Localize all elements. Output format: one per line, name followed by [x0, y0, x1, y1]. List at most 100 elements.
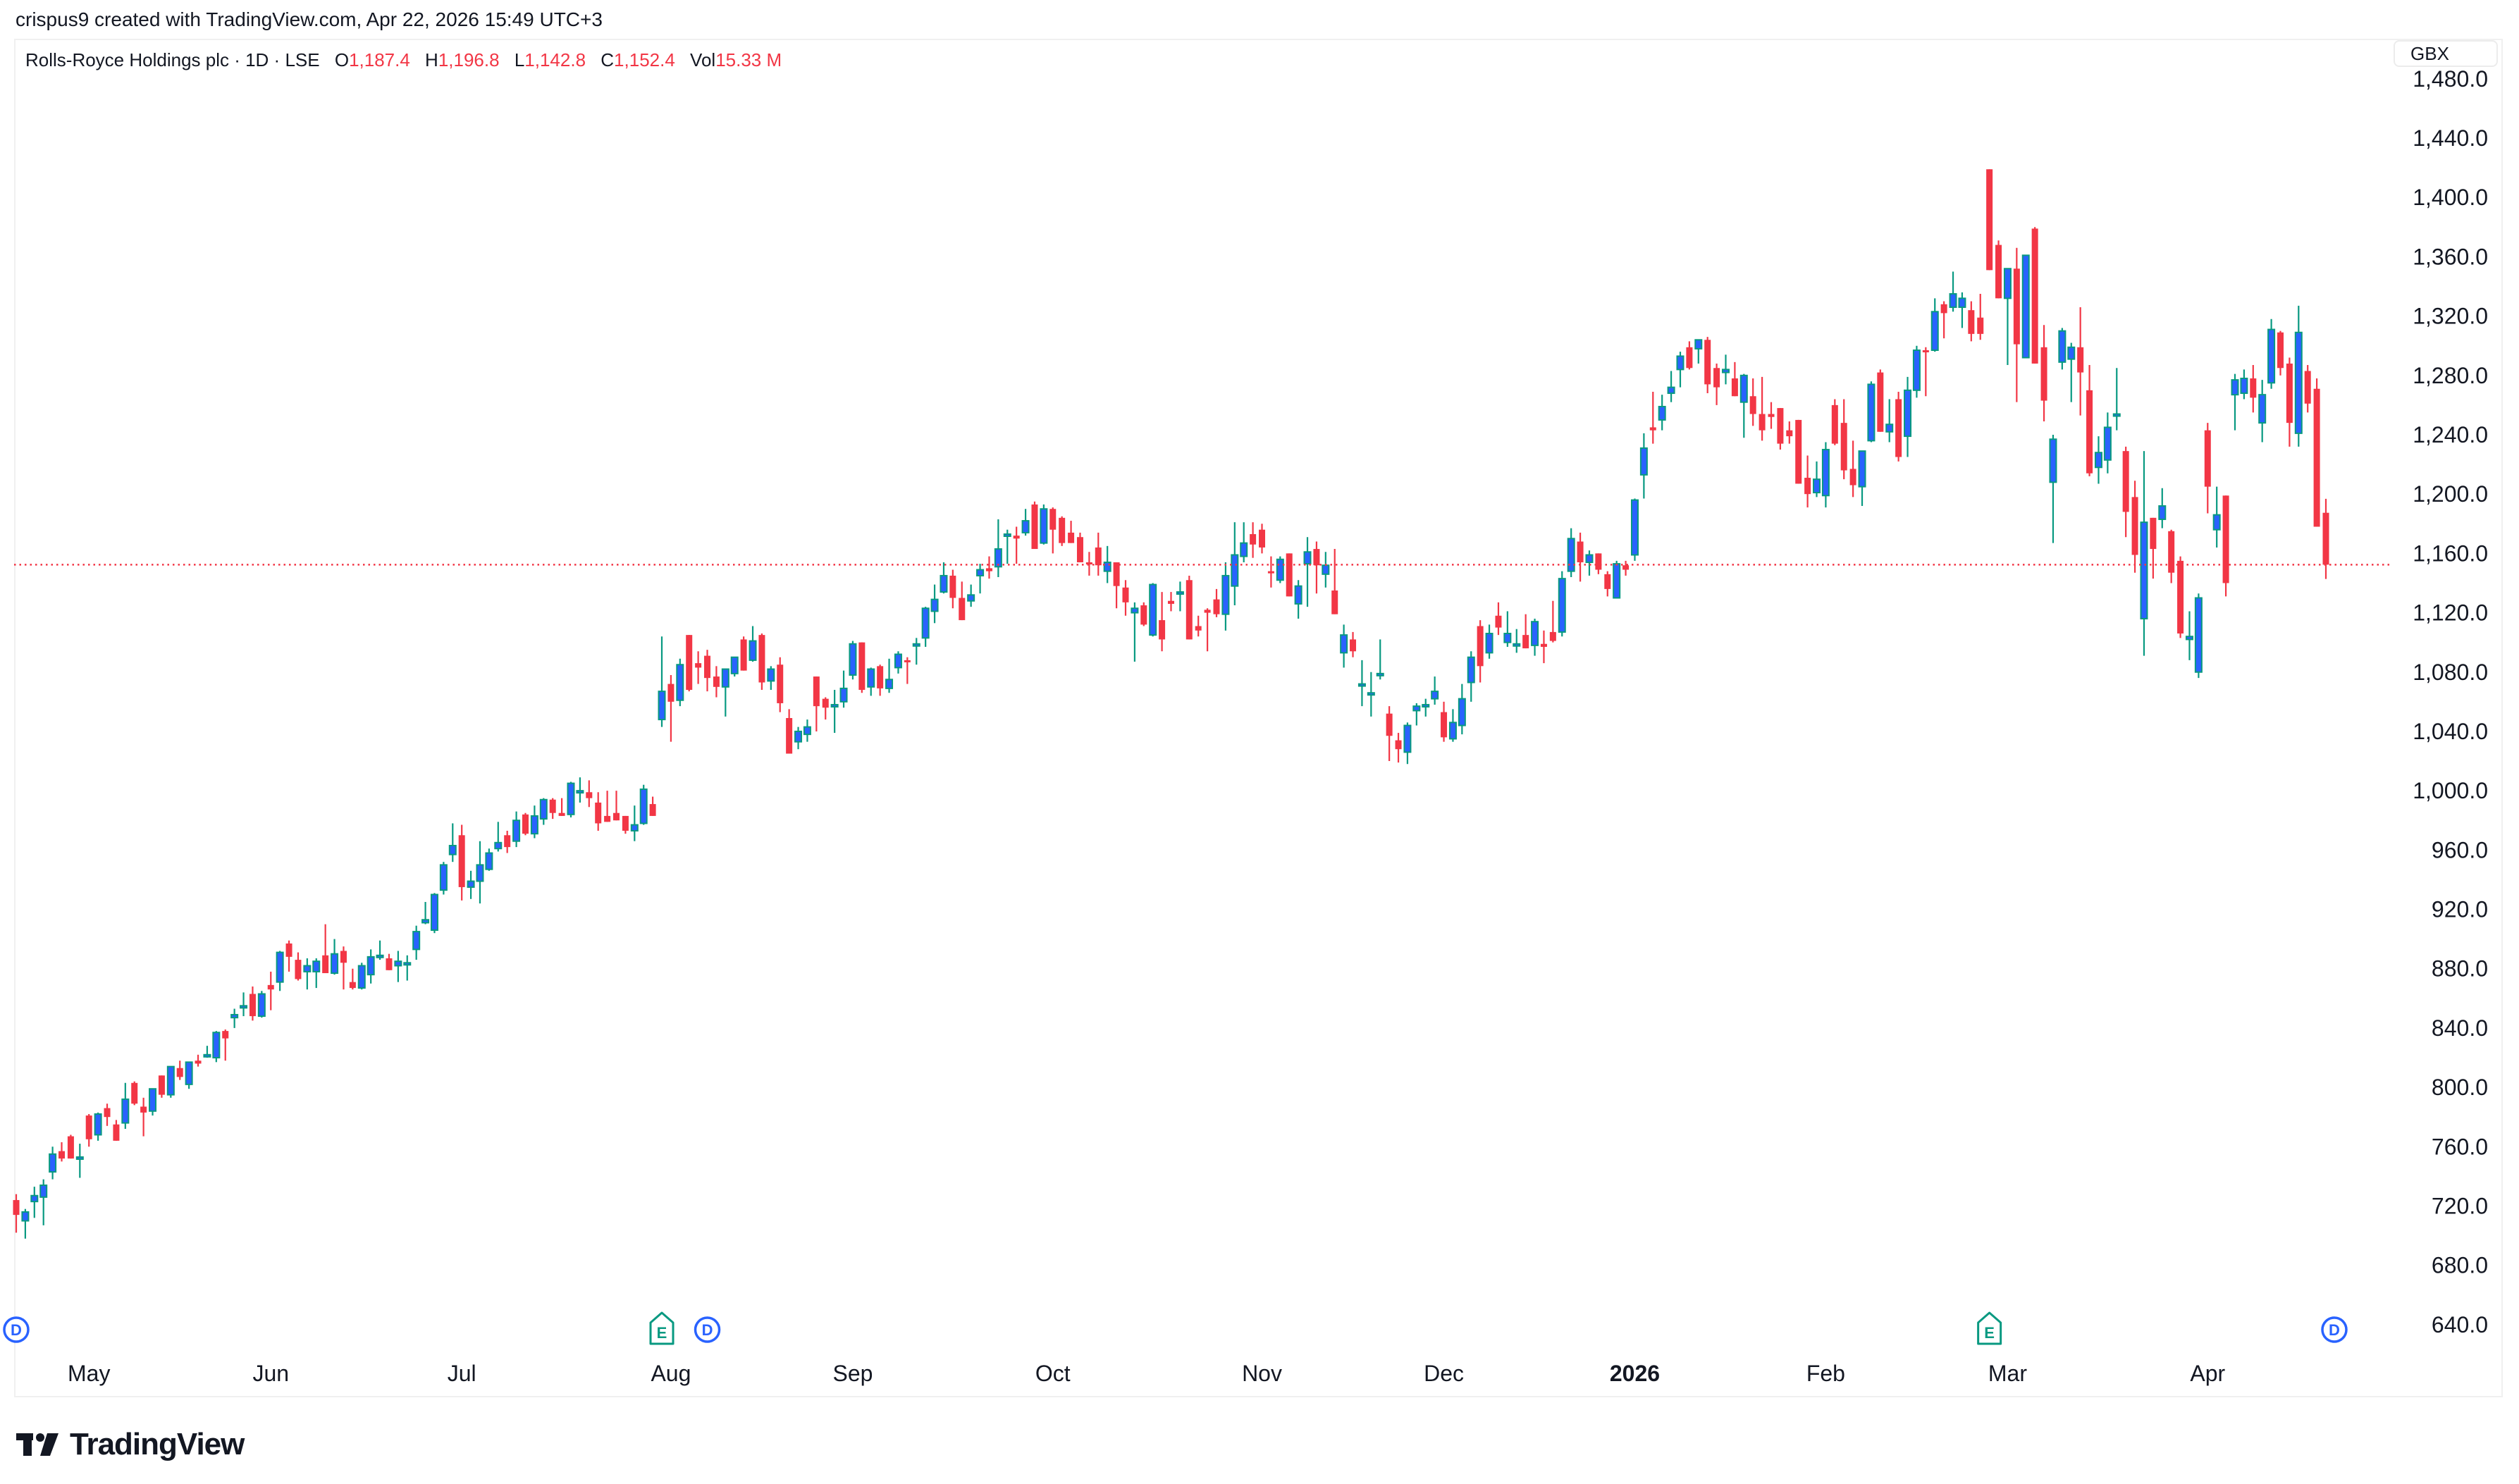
candle-down[interactable]	[1076, 532, 1083, 562]
candle-up[interactable]	[1103, 545, 1111, 583]
candle-up[interactable]	[1322, 552, 1330, 588]
candle-up[interactable]	[1303, 537, 1312, 607]
symbol-title[interactable]: Rolls-Royce Holdings plc · 1D · LSE	[25, 49, 320, 70]
candle-down[interactable]	[1877, 369, 1884, 432]
candle-up[interactable]	[1676, 352, 1685, 388]
candle-down[interactable]	[522, 812, 529, 836]
candle-down[interactable]	[740, 636, 747, 671]
candle-up[interactable]	[2094, 436, 2102, 484]
candle-up[interactable]	[676, 658, 684, 707]
candle-down[interactable]	[1522, 614, 1529, 649]
candle-up[interactable]	[1904, 376, 1912, 457]
candle-up[interactable]	[312, 958, 321, 989]
candle-down[interactable]	[1122, 580, 1129, 616]
candle-up[interactable]	[967, 584, 975, 607]
candle-up[interactable]	[2267, 319, 2276, 389]
candle-down[interactable]	[604, 791, 611, 822]
candle-down[interactable]	[2277, 330, 2284, 376]
candle-down[interactable]	[786, 709, 793, 754]
candle-down[interactable]	[2250, 365, 2257, 413]
candle-down[interactable]	[1085, 552, 1092, 576]
candle-down[interactable]	[586, 780, 593, 808]
candle-down[interactable]	[2177, 556, 2184, 638]
candle-up[interactable]	[1422, 698, 1430, 717]
candle-down[interactable]	[458, 824, 465, 901]
candle-down[interactable]	[104, 1103, 111, 1126]
candle-up[interactable]	[166, 1065, 175, 1098]
candle-up[interactable]	[467, 870, 475, 899]
candle-down[interactable]	[813, 676, 820, 731]
candle-up[interactable]	[567, 781, 575, 818]
candle-down[interactable]	[858, 642, 866, 693]
candle-up[interactable]	[1739, 373, 1748, 438]
candle-up[interactable]	[2103, 412, 2112, 474]
candle-up[interactable]	[1485, 624, 1493, 659]
candle-down[interactable]	[1922, 347, 1929, 397]
candle-down[interactable]	[1068, 521, 1075, 543]
candle-up[interactable]	[767, 666, 775, 691]
candle-up[interactable]	[1431, 676, 1439, 705]
candle-up[interactable]	[512, 811, 521, 848]
candle-up[interactable]	[367, 949, 375, 984]
candle-up[interactable]	[357, 963, 366, 990]
candle-down[interactable]	[695, 651, 702, 684]
candle-up[interactable]	[1176, 581, 1184, 612]
candle-up[interactable]	[2049, 434, 2057, 543]
candle-up[interactable]	[149, 1088, 157, 1116]
candle-down[interactable]	[386, 953, 393, 970]
candle-down[interactable]	[1477, 620, 1484, 683]
candle-down[interactable]	[2077, 307, 2084, 416]
candle-up[interactable]	[930, 584, 939, 624]
candle-up[interactable]	[430, 893, 438, 934]
candle-up[interactable]	[1294, 580, 1302, 619]
candle-down[interactable]	[322, 924, 329, 974]
candle-down[interactable]	[1977, 294, 1984, 340]
candle-up[interactable]	[976, 564, 985, 594]
candle-down[interactable]	[1159, 592, 1166, 652]
candle-down[interactable]	[2313, 378, 2320, 527]
candle-down[interactable]	[1968, 301, 1975, 342]
candle-up[interactable]	[2212, 486, 2221, 548]
candle-down[interactable]	[1713, 363, 1720, 405]
candle-down[interactable]	[959, 581, 966, 621]
candle-up[interactable]	[2021, 254, 2030, 359]
candle-up[interactable]	[448, 823, 457, 862]
candle-up[interactable]	[421, 901, 430, 925]
candle-up[interactable]	[1276, 556, 1284, 583]
candle-down[interactable]	[1786, 421, 1793, 444]
candle-down[interactable]	[1686, 341, 1693, 370]
candle-down[interactable]	[949, 569, 956, 609]
candle-up[interactable]	[1821, 442, 1830, 508]
candle-up[interactable]	[75, 1144, 84, 1178]
candle-up[interactable]	[1513, 629, 1521, 653]
candle-down[interactable]	[295, 952, 302, 981]
candle-down[interactable]	[1795, 419, 1802, 484]
candle-down[interactable]	[667, 674, 675, 742]
candle-down[interactable]	[985, 556, 992, 579]
candle-up[interactable]	[2158, 488, 2167, 528]
candle-down[interactable]	[595, 792, 602, 831]
candle-up[interactable]	[849, 641, 857, 680]
candle-down[interactable]	[1622, 560, 1630, 576]
candle-down[interactable]	[1350, 631, 1357, 657]
candle-up[interactable]	[639, 784, 648, 825]
candle-up[interactable]	[2194, 593, 2203, 679]
candle-down[interactable]	[2122, 446, 2129, 538]
candle-down[interactable]	[713, 666, 720, 698]
candle-up[interactable]	[494, 822, 503, 852]
candle-up[interactable]	[39, 1179, 48, 1225]
candle-down[interactable]	[1749, 378, 1756, 426]
candle-down[interactable]	[1113, 562, 1120, 609]
candle-down[interactable]	[1195, 615, 1202, 637]
candle-down[interactable]	[158, 1075, 165, 1098]
earnings-marker[interactable]: E	[1977, 1311, 2002, 1345]
candle-up[interactable]	[721, 668, 729, 717]
candle-up[interactable]	[1813, 461, 1821, 497]
candle-down[interactable]	[349, 968, 356, 990]
candle-down[interactable]	[222, 1029, 229, 1061]
candle-down[interactable]	[504, 830, 511, 853]
candle-up[interactable]	[403, 955, 412, 981]
chart-pane[interactable]	[14, 39, 2503, 1397]
candle-up[interactable]	[212, 1031, 221, 1063]
candle-up[interactable]	[1949, 271, 1957, 312]
